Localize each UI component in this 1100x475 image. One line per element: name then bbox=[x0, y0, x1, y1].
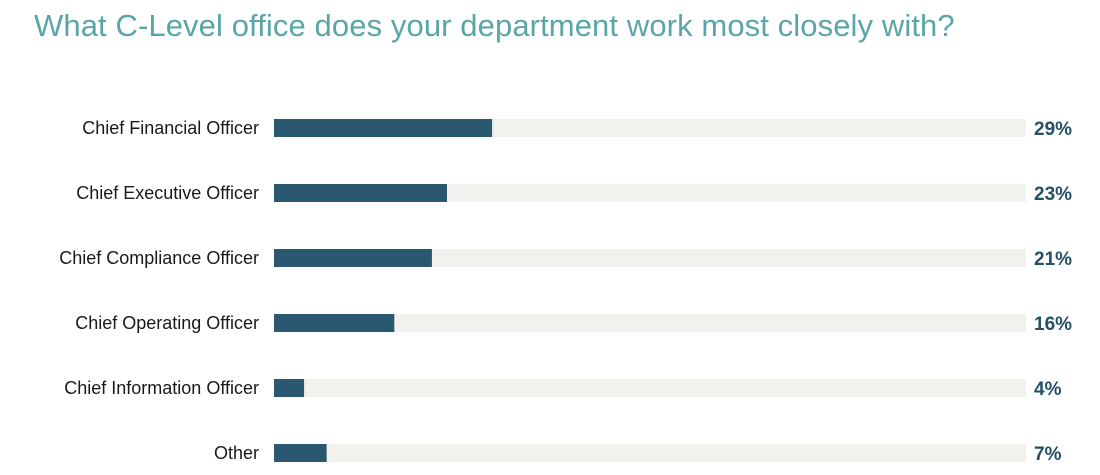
value-label: 21% bbox=[1034, 249, 1072, 270]
bar bbox=[274, 184, 447, 202]
bar-track bbox=[274, 444, 1026, 462]
bar bbox=[274, 444, 327, 462]
bar-track bbox=[274, 314, 1026, 332]
bar-row: Chief Information Officer 4% bbox=[64, 378, 1061, 400]
bar bbox=[274, 314, 395, 332]
bar-track bbox=[274, 379, 1026, 397]
value-label: 29% bbox=[1034, 119, 1072, 140]
category-label: Chief Executive Officer bbox=[76, 183, 259, 203]
bar bbox=[274, 249, 432, 267]
bar-track bbox=[274, 249, 1026, 267]
value-label: 16% bbox=[1034, 314, 1072, 335]
bar-track bbox=[274, 184, 1026, 202]
bar-row: Chief Financial Officer 29% bbox=[82, 118, 1072, 140]
category-label: Chief Operating Officer bbox=[75, 313, 259, 333]
bar bbox=[274, 379, 305, 397]
bar-row: Chief Compliance Officer 21% bbox=[59, 248, 1072, 270]
bar-row: Chief Executive Officer 23% bbox=[76, 183, 1072, 205]
category-label: Other bbox=[214, 443, 259, 463]
category-label: Chief Compliance Officer bbox=[59, 248, 259, 268]
value-label: 4% bbox=[1034, 379, 1062, 400]
bar bbox=[274, 119, 493, 137]
bar-row: Chief Operating Officer 16% bbox=[75, 313, 1072, 335]
chart-title: What C-Level office does your department… bbox=[34, 8, 955, 43]
value-label: 7% bbox=[1034, 444, 1062, 465]
category-label: Chief Financial Officer bbox=[82, 118, 259, 138]
bar-row: Other 7% bbox=[214, 443, 1062, 465]
category-label: Chief Information Officer bbox=[64, 378, 259, 398]
value-label: 23% bbox=[1034, 184, 1072, 205]
